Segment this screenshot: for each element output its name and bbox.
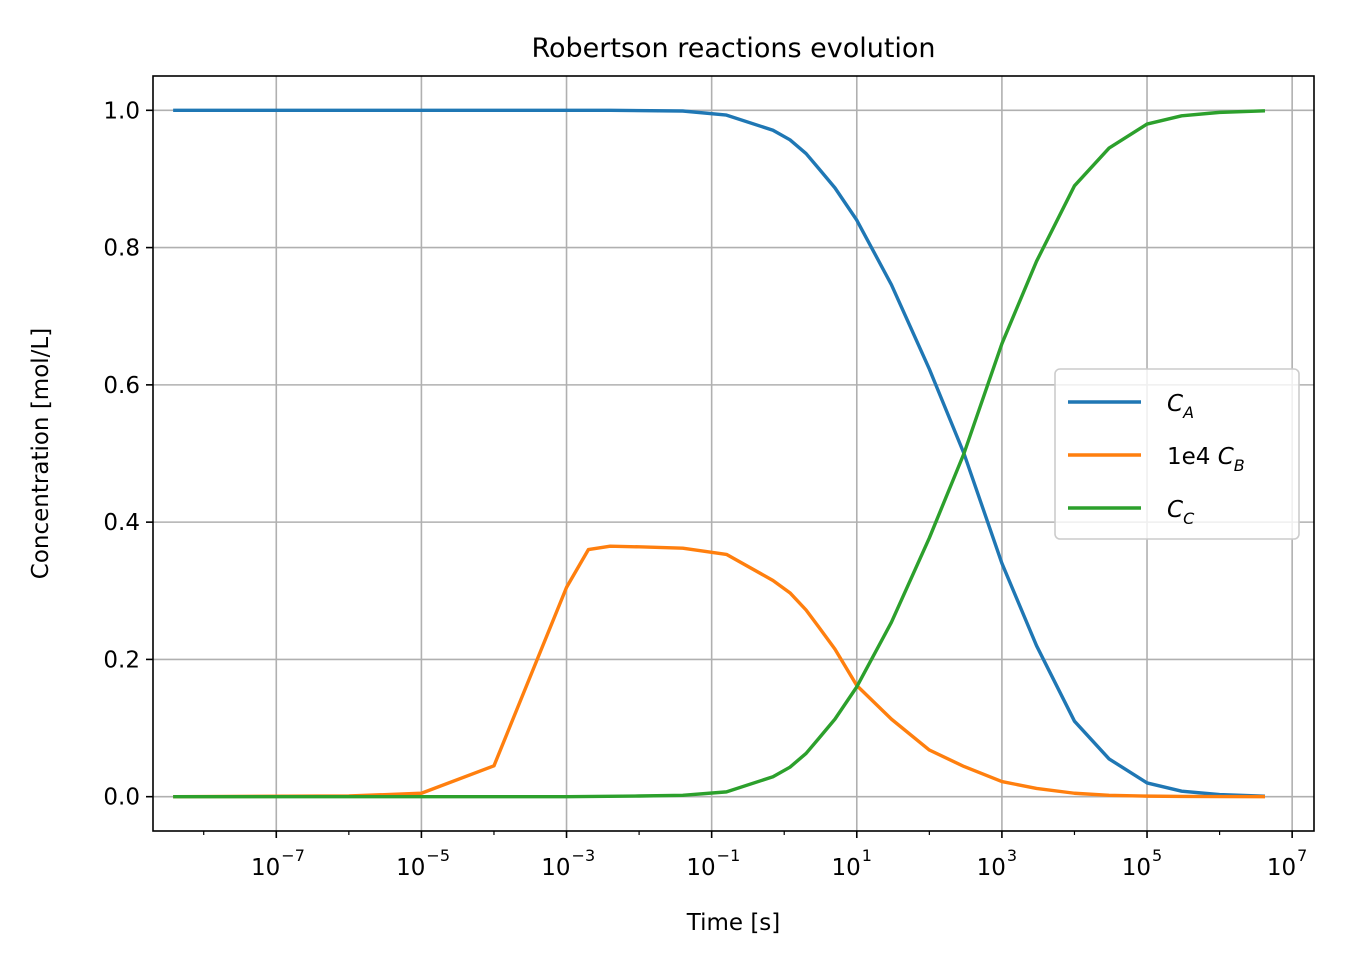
legend-symbol: C: [1218, 444, 1234, 470]
plot-area-frame: [152, 75, 1315, 832]
x-tick-base: 10: [541, 855, 570, 881]
x-tick-base: 10: [832, 855, 861, 881]
x-tick-base: 10: [396, 855, 425, 881]
y-tick-label: 1.0: [103, 98, 140, 124]
legend-item: CA: [1068, 391, 1194, 422]
legend-label: CA: [1167, 391, 1194, 422]
series-line-c: [173, 109, 1266, 799]
legend-symbol: C: [1167, 391, 1183, 417]
legend-item: CC: [1068, 497, 1195, 528]
x-tick-label: 10 −1: [686, 846, 740, 881]
x-tick-exponent: −7: [281, 846, 305, 865]
x-tick-exponent: 5: [1152, 846, 1162, 865]
x-tick-exponent: 1: [862, 846, 872, 865]
x-tick-exponent: −3: [572, 846, 596, 865]
y-axis-label: Concentration [mol/L]: [28, 328, 54, 579]
x-tick-base: 10: [686, 855, 715, 881]
x-tick-label: 10 7: [1267, 846, 1307, 881]
legend-label: 1e4 CB: [1167, 444, 1245, 475]
x-tick-exponent: 3: [1007, 846, 1017, 865]
y-tick-label: 0.6: [103, 373, 140, 399]
legend-item: 1e4 CB: [1068, 444, 1245, 475]
x-tick-label: 10 −7: [251, 846, 305, 881]
series-lines: [173, 108, 1266, 799]
legend-subscript: B: [1234, 456, 1245, 475]
y-tick-label: 0.4: [103, 510, 140, 536]
legend-subscript: C: [1183, 509, 1195, 528]
x-axis-label: Time [s]: [686, 910, 781, 936]
x-tick-label: 10 5: [1122, 846, 1162, 881]
legend-prefix: 1e4: [1167, 444, 1218, 470]
x-tick-label: 10 1: [832, 846, 872, 881]
series-line-b: [173, 544, 1265, 799]
x-tick-exponent: −1: [717, 846, 741, 865]
x-tick-base: 10: [977, 855, 1006, 881]
x-tick-exponent: −5: [426, 846, 450, 865]
chart-title: Robertson reactions evolution: [531, 33, 935, 64]
x-tick-label: 10 3: [977, 846, 1017, 881]
legend-label: CC: [1167, 497, 1195, 528]
y-tick-label: 0.2: [103, 647, 140, 673]
legend-subscript: A: [1182, 403, 1194, 422]
legend-symbol: C: [1167, 497, 1183, 523]
legend-box: [1054, 368, 1300, 540]
series-line-a: [173, 108, 1266, 798]
x-tick-label: 10 −3: [541, 846, 595, 881]
x-tick-label: 10 −5: [396, 846, 450, 881]
grid-lines: [153, 76, 1314, 831]
x-tick-exponent: 7: [1297, 846, 1307, 865]
x-tick-base: 10: [251, 855, 280, 881]
y-tick-label: 0.8: [103, 236, 140, 262]
axis-ticks: 0.00.20.40.60.81.010 −7 10 −5 10 −3 10 −1 10 1 10 3…: [103, 98, 1307, 881]
x-tick-base: 10: [1267, 855, 1296, 881]
x-tick-base: 10: [1122, 855, 1151, 881]
y-tick-label: 0.0: [103, 785, 140, 811]
